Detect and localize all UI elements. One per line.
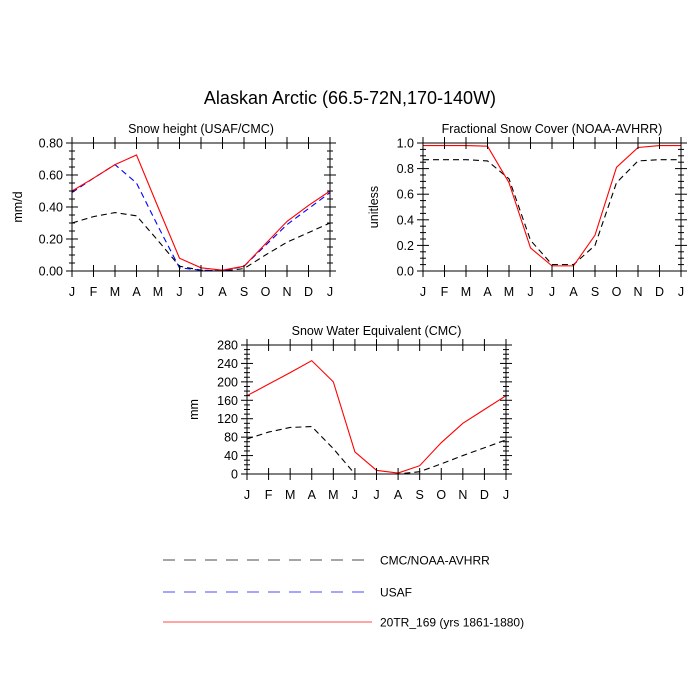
chart-title: Snow height (USAF/CMC) [128, 122, 274, 136]
x-tick-label: D [655, 285, 664, 299]
y-tick-label: 0.00 [39, 265, 63, 279]
x-tick-label: M [461, 285, 471, 299]
y-tick-label: 40 [224, 449, 238, 463]
x-tick-label: J [327, 285, 333, 299]
x-tick-label: M [110, 285, 120, 299]
y-tick-label: 120 [217, 412, 238, 426]
x-tick-label: J [244, 488, 250, 502]
x-tick-label: J [198, 285, 204, 299]
y-tick-label: 1.0 [397, 137, 414, 151]
chart-snow_cover: Fractional Snow Cover (NOAA-AVHRR) unitle… [367, 122, 687, 299]
x-tick-label: A [569, 285, 578, 299]
chart-snow_height: Snow height (USAF/CMC) mm/d 0.00 0.20 0.40 0.… [11, 122, 336, 299]
x-tick-label: J [176, 285, 182, 299]
x-tick-label: J [678, 285, 684, 299]
y-tick-label: 80 [224, 431, 238, 445]
y-tick-label: 0.6 [397, 188, 414, 202]
x-tick-label: A [394, 488, 403, 502]
plot-frame [246, 344, 507, 475]
plot-frame [71, 142, 331, 272]
y-tick-label: 0.60 [39, 169, 63, 183]
y-tick-label: 0.0 [397, 265, 414, 279]
y-axis-label: unitless [367, 186, 381, 228]
x-tick-label: J [352, 488, 358, 502]
x-tick-label: A [483, 285, 492, 299]
y-tick-label: 0.80 [39, 137, 63, 151]
x-tick-label: N [282, 285, 291, 299]
y-axis-label: mm [187, 399, 201, 420]
x-tick-label: J [503, 488, 509, 502]
x-tick-label: M [153, 285, 163, 299]
x-tick-label: N [633, 285, 642, 299]
x-tick-label: F [265, 488, 273, 502]
legend: CMC/NOAA-AVHRR USAF 20TR_169 (yrs 1861-188… [163, 554, 524, 630]
x-tick-label: M [285, 488, 295, 502]
series-line-model [423, 145, 681, 267]
y-tick-label: 0.4 [397, 213, 414, 227]
x-tick-label: A [132, 285, 141, 299]
x-tick-label: J [420, 285, 426, 299]
x-tick-label: A [218, 285, 227, 299]
x-tick-label: J [373, 488, 379, 502]
x-tick-label: N [458, 488, 467, 502]
chart-title: Fractional Snow Cover (NOAA-AVHRR) [442, 122, 663, 136]
x-tick-label: S [240, 285, 248, 299]
x-tick-label: O [612, 285, 622, 299]
x-tick-label: S [591, 285, 599, 299]
y-tick-label: 240 [217, 357, 238, 371]
x-tick-label: F [90, 285, 98, 299]
y-tick-label: 160 [217, 394, 238, 408]
legend-label: USAF [380, 586, 412, 600]
x-tick-label: M [328, 488, 338, 502]
x-tick-label: A [308, 488, 317, 502]
x-tick-label: J [549, 285, 555, 299]
series-line-cmc_avhrr [246, 425, 507, 475]
y-tick-label: 0.20 [39, 233, 63, 247]
plot-frame [422, 142, 682, 272]
chart-swe: Snow Water Equivalent (CMC) mm 0 40 80 120 160… [187, 324, 512, 502]
series-line-model [71, 154, 331, 271]
y-tick-label: 0.8 [397, 162, 414, 176]
y-tick-label: 280 [217, 339, 238, 353]
x-tick-label: J [69, 285, 75, 299]
x-tick-label: O [261, 285, 271, 299]
y-tick-label: 200 [217, 375, 238, 389]
x-tick-label: M [504, 285, 514, 299]
chart-title: Snow Water Equivalent (CMC) [292, 324, 462, 338]
y-tick-label: 0.2 [397, 239, 414, 253]
legend-label: CMC/NOAA-AVHRR [380, 554, 490, 568]
x-tick-label: F [441, 285, 449, 299]
x-tick-label: S [415, 488, 423, 502]
x-tick-label: J [527, 285, 533, 299]
x-tick-label: D [304, 285, 313, 299]
legend-label: 20TR_169 (yrs 1861-1880) [380, 616, 524, 630]
y-tick-label: 0 [231, 468, 238, 482]
y-axis-label: mm/d [11, 191, 25, 222]
x-tick-label: O [436, 488, 446, 502]
series-line-model [246, 359, 507, 474]
x-tick-label: D [480, 488, 489, 502]
figure-title: Alaskan Arctic (66.5-72N,170-140W) [203, 88, 497, 108]
y-tick-label: 0.40 [39, 201, 63, 215]
series-line-cmc_avhrr [423, 159, 681, 266]
